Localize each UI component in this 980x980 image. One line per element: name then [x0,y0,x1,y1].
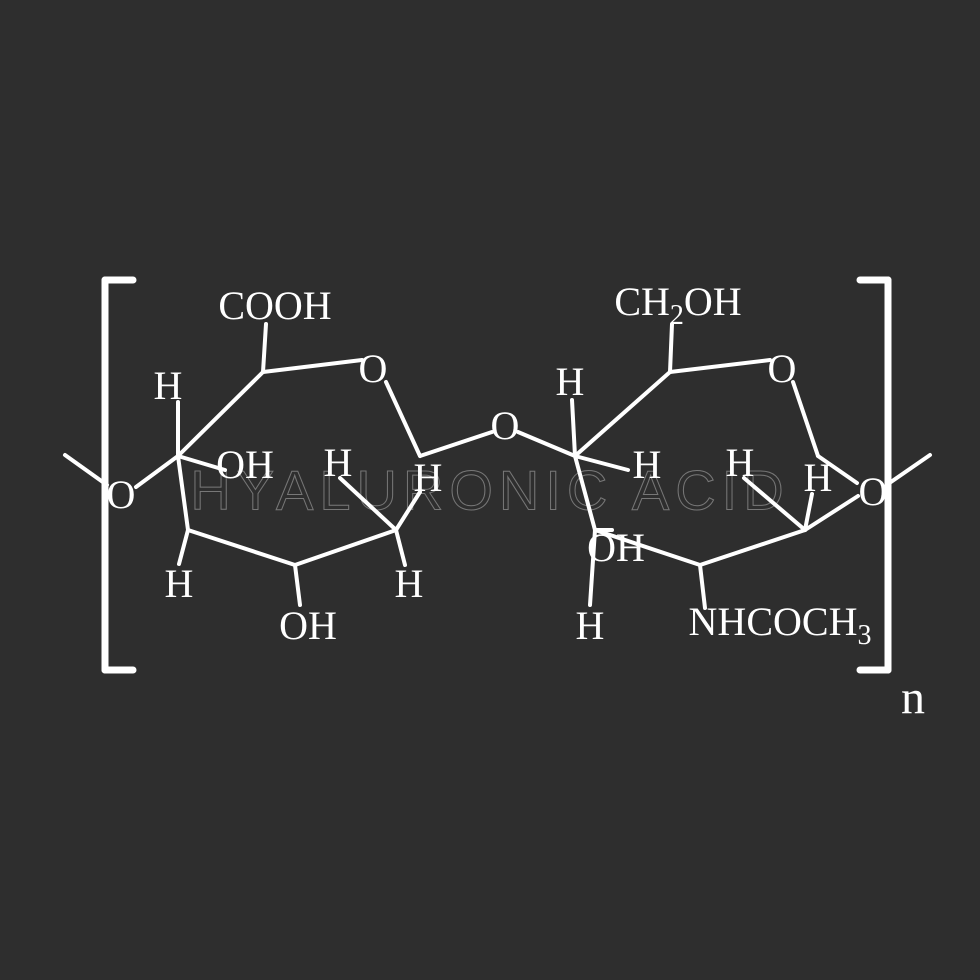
repeat-unit-subscript: n [901,671,925,726]
atom-label-h-h: H [395,564,424,604]
atom-label-h-g: H [165,564,194,604]
atom-label-h-e: H [726,443,755,483]
atom-label-oh-c: OH [279,606,337,646]
atom-label-nhcoch3: NHCOCH3 [689,602,872,650]
atom-label-oh-a: OH [216,445,274,485]
atom-label-h-b: H [324,443,353,483]
atom-label-h-c: H [414,458,443,498]
bond-layer [0,0,980,980]
atom-label-h-j: H [633,445,662,485]
atom-label-h-i: H [576,606,605,646]
atom-label-h-d: H [556,362,585,402]
atom-label-o-right: O [859,472,888,512]
atom-label-o-link: O [491,406,520,446]
atom-label-h-a: H [154,366,183,406]
atom-label-h-f: H [804,458,833,498]
atom-label-ch2oh: CH2OH [614,282,741,330]
chemical-structure-diagram: HYALURONIC ACID n COOHCH2OHHOHOHHOOHOHOH… [0,0,980,980]
atom-label-o-ring2: O [768,349,797,389]
atom-label-oh-b: OH [587,528,645,568]
atom-label-o-left: O [107,475,136,515]
atom-label-cooh: COOH [218,286,331,326]
atom-label-o-ring1: O [359,349,388,389]
